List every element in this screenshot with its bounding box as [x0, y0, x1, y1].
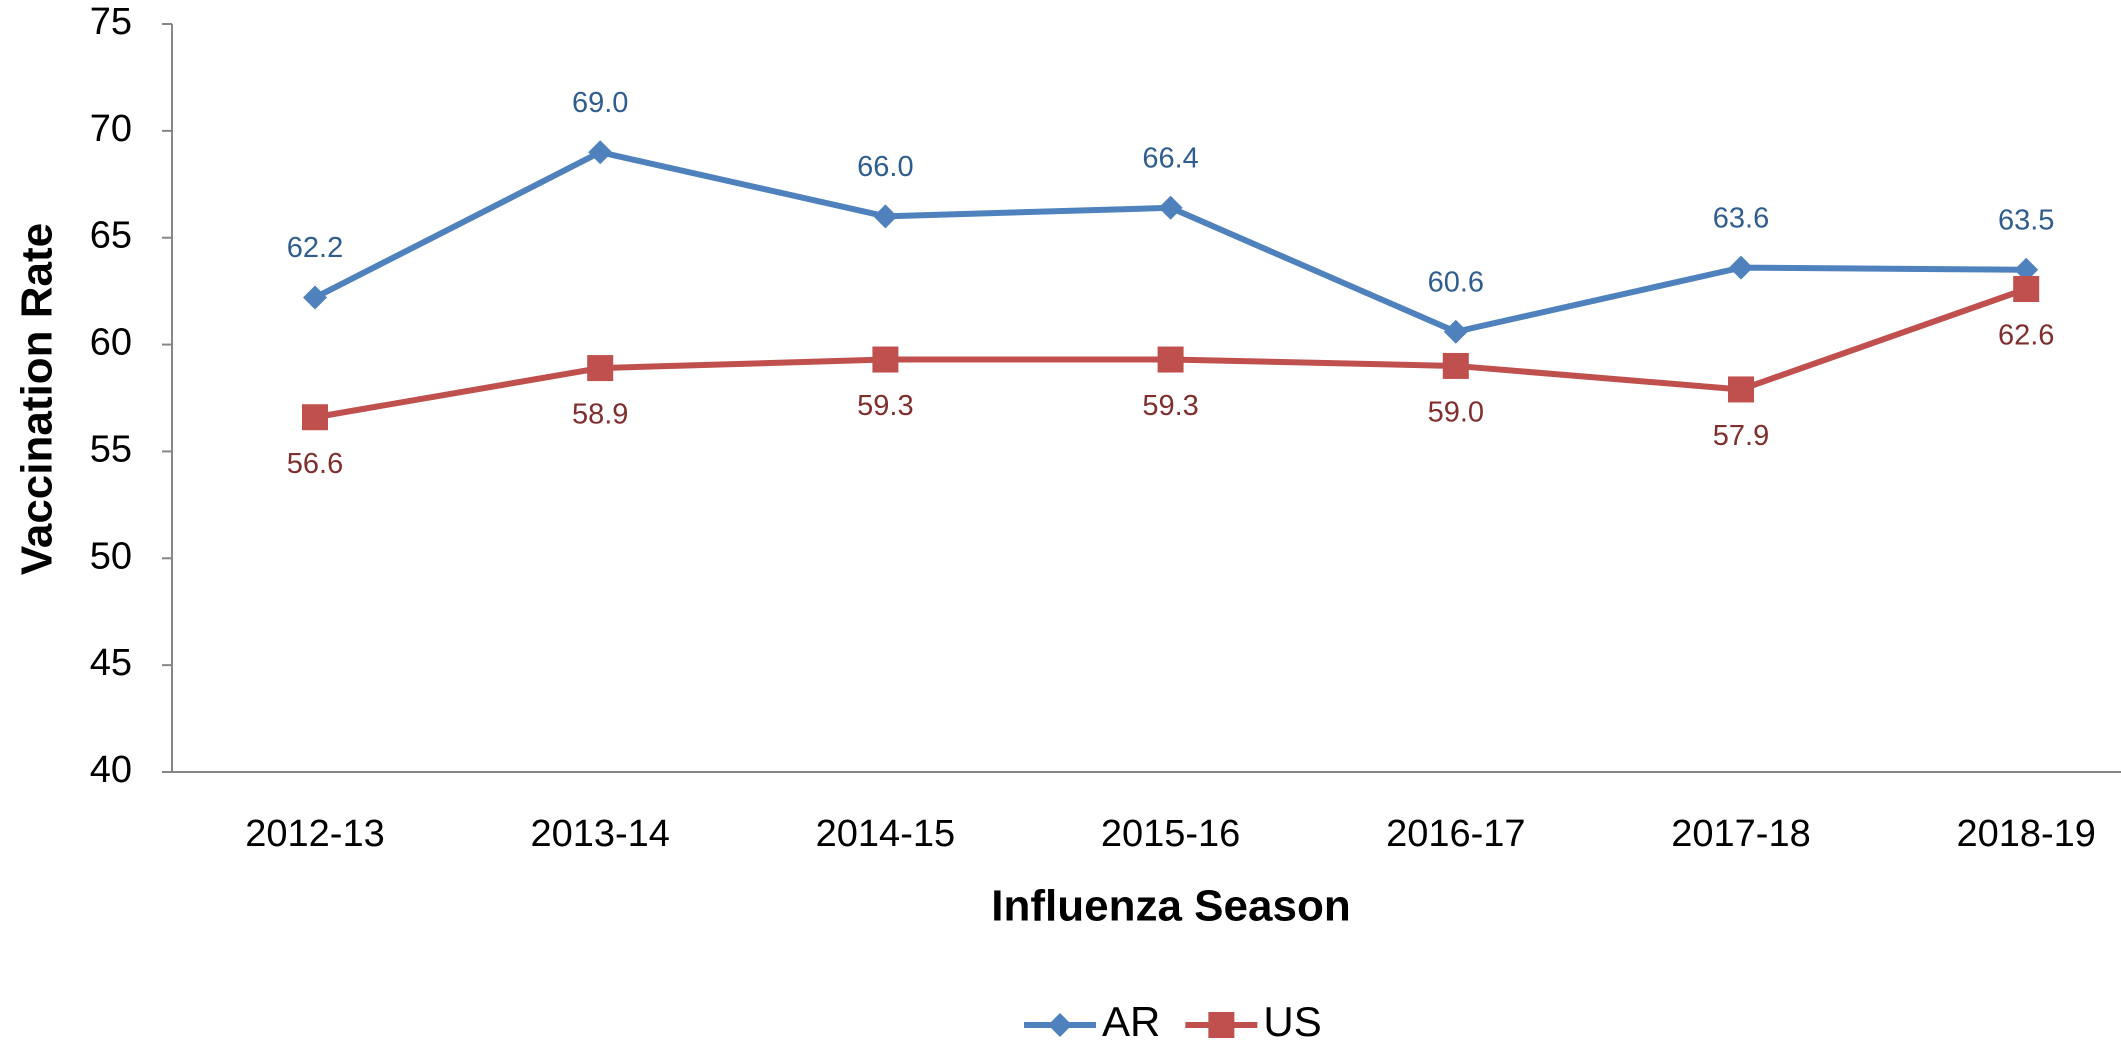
- x-tick-label: 2013-14: [530, 813, 669, 855]
- x-axis-title: Influenza Season: [991, 882, 1350, 931]
- data-label: 59.3: [1142, 390, 1198, 422]
- marker: [872, 346, 899, 373]
- marker: [1157, 346, 1184, 373]
- marker: [2013, 276, 2040, 303]
- series-line: [313, 149, 2027, 335]
- marker: [1158, 195, 1183, 220]
- marker: [873, 204, 898, 229]
- data-label: 66.4: [1142, 142, 1198, 174]
- y-tick-label: 55: [90, 428, 132, 470]
- marker: [588, 140, 613, 165]
- data-label: 63.5: [1998, 204, 2054, 236]
- x-tick-label: 2017-18: [1671, 813, 1810, 855]
- y-tick-label: 65: [90, 215, 132, 257]
- marker: [1443, 319, 1468, 344]
- y-tick-label: 70: [90, 108, 132, 150]
- data-label: 59.0: [1428, 397, 1484, 429]
- y-tick-label: 75: [90, 1, 132, 43]
- marker: [1729, 255, 1753, 280]
- data-label: 69.0: [572, 87, 628, 119]
- data-label: 56.6: [287, 448, 343, 480]
- data-label: 62.2: [287, 232, 343, 264]
- data-label: 60.6: [1428, 266, 1484, 298]
- legend-marker: [1208, 1012, 1235, 1038]
- legend-marker: [1048, 1013, 1072, 1037]
- data-label: 58.9: [572, 399, 628, 431]
- marker: [2014, 257, 2039, 282]
- legend-label: AR: [1102, 998, 1160, 1045]
- y-tick-label: 40: [90, 749, 132, 791]
- data-label: 59.3: [857, 390, 913, 422]
- data-label: 63.6: [1713, 202, 1769, 234]
- x-tick-label: 2014-15: [816, 813, 955, 855]
- y-tick-label: 45: [90, 642, 132, 684]
- marker: [303, 285, 327, 310]
- marker: [1442, 352, 1469, 379]
- y-tick-label: 50: [90, 535, 132, 577]
- legend-label: US: [1263, 998, 1321, 1045]
- y-axis-title: Vaccination Rate: [13, 223, 62, 575]
- x-tick-label: 2015-16: [1101, 813, 1240, 855]
- x-tick-label: 2016-17: [1386, 813, 1525, 855]
- data-label: 62.6: [1998, 320, 2054, 352]
- data-label: 66.0: [857, 151, 913, 183]
- marker: [587, 355, 614, 382]
- marker: [302, 404, 328, 431]
- marker: [1728, 376, 1754, 403]
- x-tick-label: 2018-19: [1956, 813, 2095, 855]
- x-tick-label: 2012-13: [245, 813, 384, 855]
- data-label: 57.9: [1713, 420, 1769, 452]
- y-tick-label: 60: [90, 322, 132, 364]
